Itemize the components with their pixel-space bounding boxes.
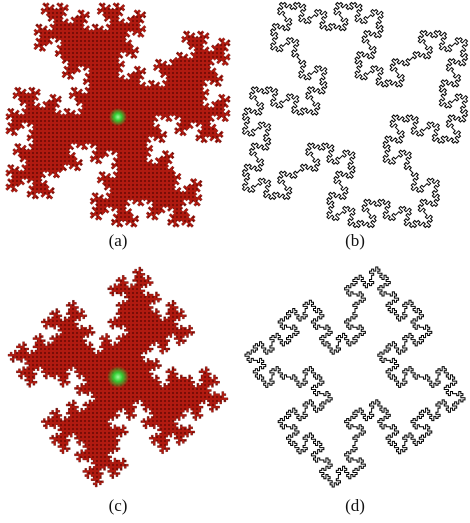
center-glow bbox=[107, 366, 129, 388]
panel-a bbox=[6, 3, 231, 228]
panel-b bbox=[243, 3, 468, 228]
panel-c bbox=[8, 267, 228, 487]
caption: (d) bbox=[345, 496, 365, 515]
panel-d bbox=[245, 267, 465, 487]
figure: (a) (b) (c) (d) bbox=[0, 0, 470, 523]
fractal-outline bbox=[245, 267, 465, 487]
caption: (b) bbox=[345, 231, 365, 250]
fractal-outline bbox=[243, 3, 468, 228]
caption: (a) bbox=[109, 231, 128, 250]
center-glow bbox=[109, 108, 127, 126]
caption: (c) bbox=[109, 496, 128, 515]
